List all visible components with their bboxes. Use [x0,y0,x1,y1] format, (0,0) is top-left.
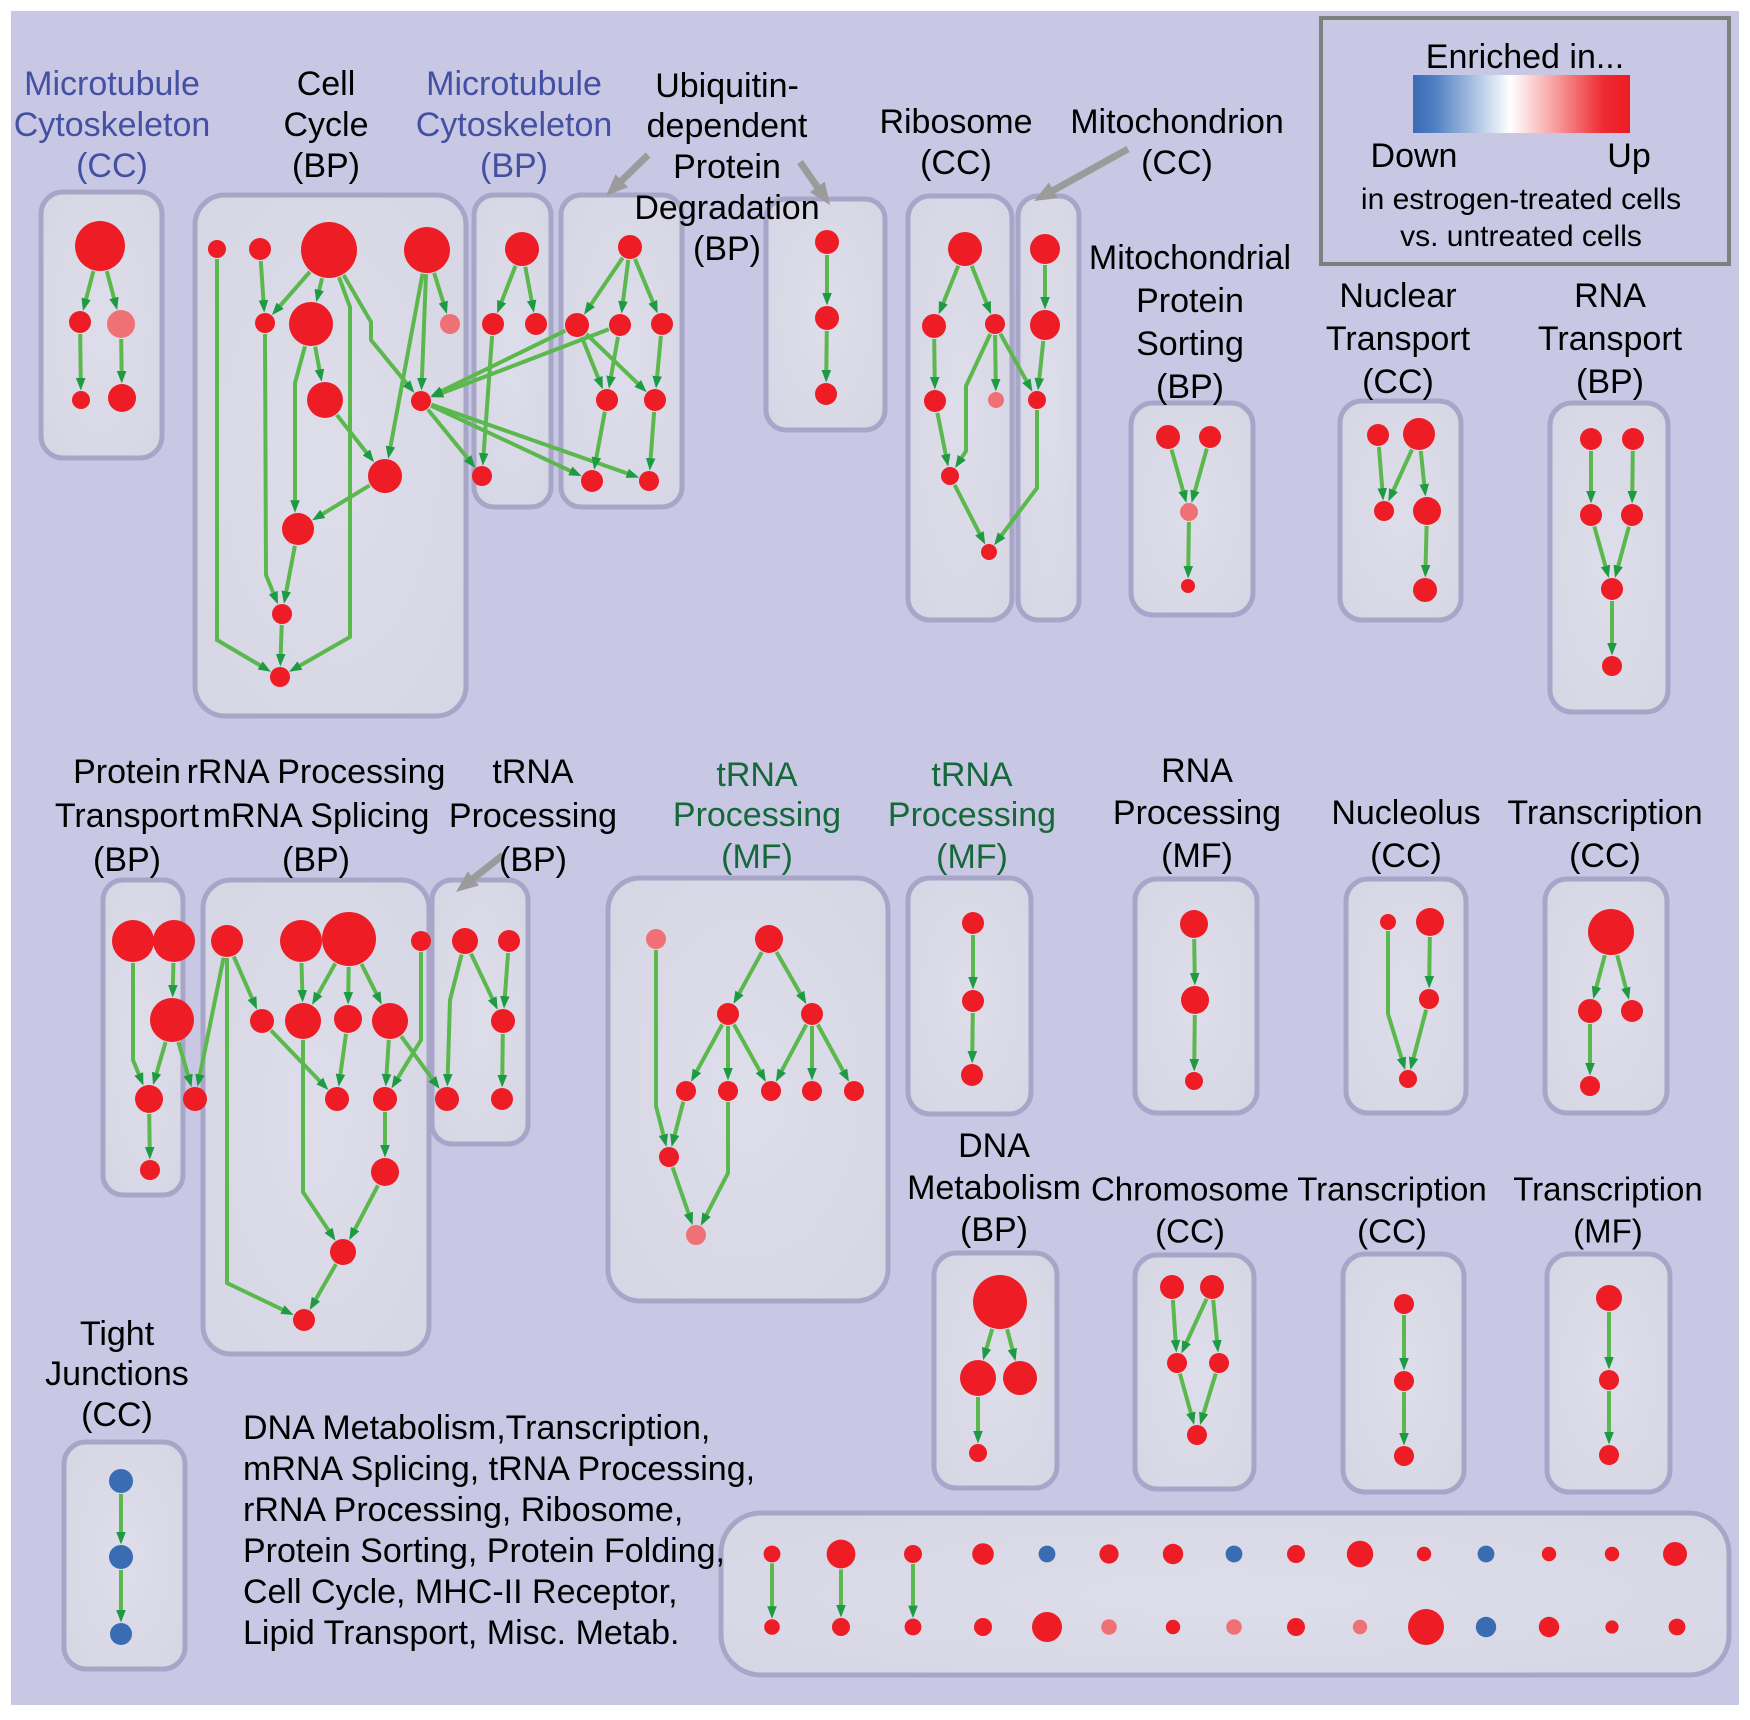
svg-text:Transport: Transport [1326,320,1471,358]
svg-text:Metabolism: Metabolism [907,1169,1081,1207]
svg-text:(BP): (BP) [693,230,761,268]
svg-text:Lipid Transport, Misc. Metab.: Lipid Transport, Misc. Metab. [243,1614,680,1652]
svg-text:Enriched in...: Enriched in... [1426,38,1624,76]
svg-text:(MF): (MF) [1573,1213,1643,1250]
svg-text:Microtubule: Microtubule [426,65,602,103]
svg-text:Sorting: Sorting [1136,325,1244,363]
svg-text:Protein: Protein [1136,282,1244,320]
svg-text:(CC): (CC) [1155,1213,1225,1250]
svg-text:Protein Sorting, Protein Foldi: Protein Sorting, Protein Folding, [243,1532,725,1570]
svg-text:rRNA Processing, Ribosome,: rRNA Processing, Ribosome, [243,1491,683,1529]
svg-text:Processing: Processing [449,797,617,835]
svg-text:mRNA Splicing: mRNA Splicing [203,797,430,835]
svg-text:(BP): (BP) [292,147,360,185]
svg-text:(BP): (BP) [480,147,548,185]
svg-text:(BP): (BP) [960,1211,1028,1249]
svg-text:tRNA: tRNA [716,756,798,794]
svg-text:(BP): (BP) [499,841,567,879]
svg-text:(CC): (CC) [81,1396,153,1434]
svg-text:(CC): (CC) [1357,1213,1427,1250]
svg-text:(MF): (MF) [1161,837,1233,875]
svg-text:(CC): (CC) [1141,144,1213,182]
svg-text:Up: Up [1607,137,1650,175]
svg-text:Protein: Protein [673,148,781,186]
svg-text:(BP): (BP) [1576,363,1644,401]
svg-text:DNA: DNA [958,1127,1030,1165]
svg-text:Processing: Processing [1113,794,1281,832]
svg-text:Cytoskeleton: Cytoskeleton [14,106,211,144]
svg-text:(CC): (CC) [1362,363,1434,401]
svg-text:Cell Cycle, MHC-II Receptor,: Cell Cycle, MHC-II Receptor, [243,1573,678,1611]
svg-text:Microtubule: Microtubule [24,65,200,103]
svg-text:(BP): (BP) [282,841,350,879]
svg-text:(MF): (MF) [721,838,793,876]
svg-text:(BP): (BP) [93,841,161,879]
svg-text:Transport: Transport [55,797,200,835]
svg-text:(BP): (BP) [1156,368,1224,406]
svg-text:in estrogen-treated cells: in estrogen-treated cells [1361,183,1681,216]
svg-text:Nucleolus: Nucleolus [1331,794,1480,832]
svg-text:Transport: Transport [1538,320,1683,358]
svg-text:mRNA Splicing, tRNA Processing: mRNA Splicing, tRNA Processing, [243,1450,755,1488]
svg-text:Down: Down [1371,137,1458,175]
svg-text:DNA Metabolism,Transcription,: DNA Metabolism,Transcription, [243,1409,710,1447]
svg-text:tRNA: tRNA [931,756,1013,794]
svg-text:(CC): (CC) [1569,837,1641,875]
svg-text:Cytoskeleton: Cytoskeleton [416,106,613,144]
svg-text:(MF): (MF) [936,838,1008,876]
svg-text:rRNA Processing: rRNA Processing [187,753,446,791]
svg-text:RNA: RNA [1574,277,1646,315]
svg-text:Protein: Protein [73,753,181,791]
svg-text:vs. untreated cells: vs. untreated cells [1400,220,1642,253]
svg-text:tRNA: tRNA [492,753,574,791]
svg-text:dependent: dependent [647,107,808,145]
svg-text:Cycle: Cycle [283,106,368,144]
svg-text:Ubiquitin-: Ubiquitin- [655,67,799,105]
svg-text:(CC): (CC) [920,144,992,182]
svg-text:Nuclear: Nuclear [1339,277,1456,315]
svg-text:Degradation: Degradation [634,189,819,227]
svg-text:Chromosome: Chromosome [1091,1171,1289,1208]
svg-text:Tight: Tight [80,1315,155,1353]
svg-text:Mitochondrial: Mitochondrial [1089,239,1291,277]
svg-text:Junctions: Junctions [45,1355,189,1393]
svg-text:Processing: Processing [673,796,841,834]
svg-text:(CC): (CC) [76,147,148,185]
svg-text:RNA: RNA [1161,752,1233,790]
svg-text:Transcription: Transcription [1297,1171,1487,1208]
svg-text:Processing: Processing [888,796,1056,834]
svg-text:Transcription: Transcription [1507,794,1702,832]
svg-text:Transcription: Transcription [1513,1171,1703,1208]
svg-text:Ribosome: Ribosome [879,103,1032,141]
svg-text:(CC): (CC) [1370,837,1442,875]
svg-text:Mitochondrion: Mitochondrion [1070,103,1284,141]
svg-text:Cell: Cell [297,65,356,103]
